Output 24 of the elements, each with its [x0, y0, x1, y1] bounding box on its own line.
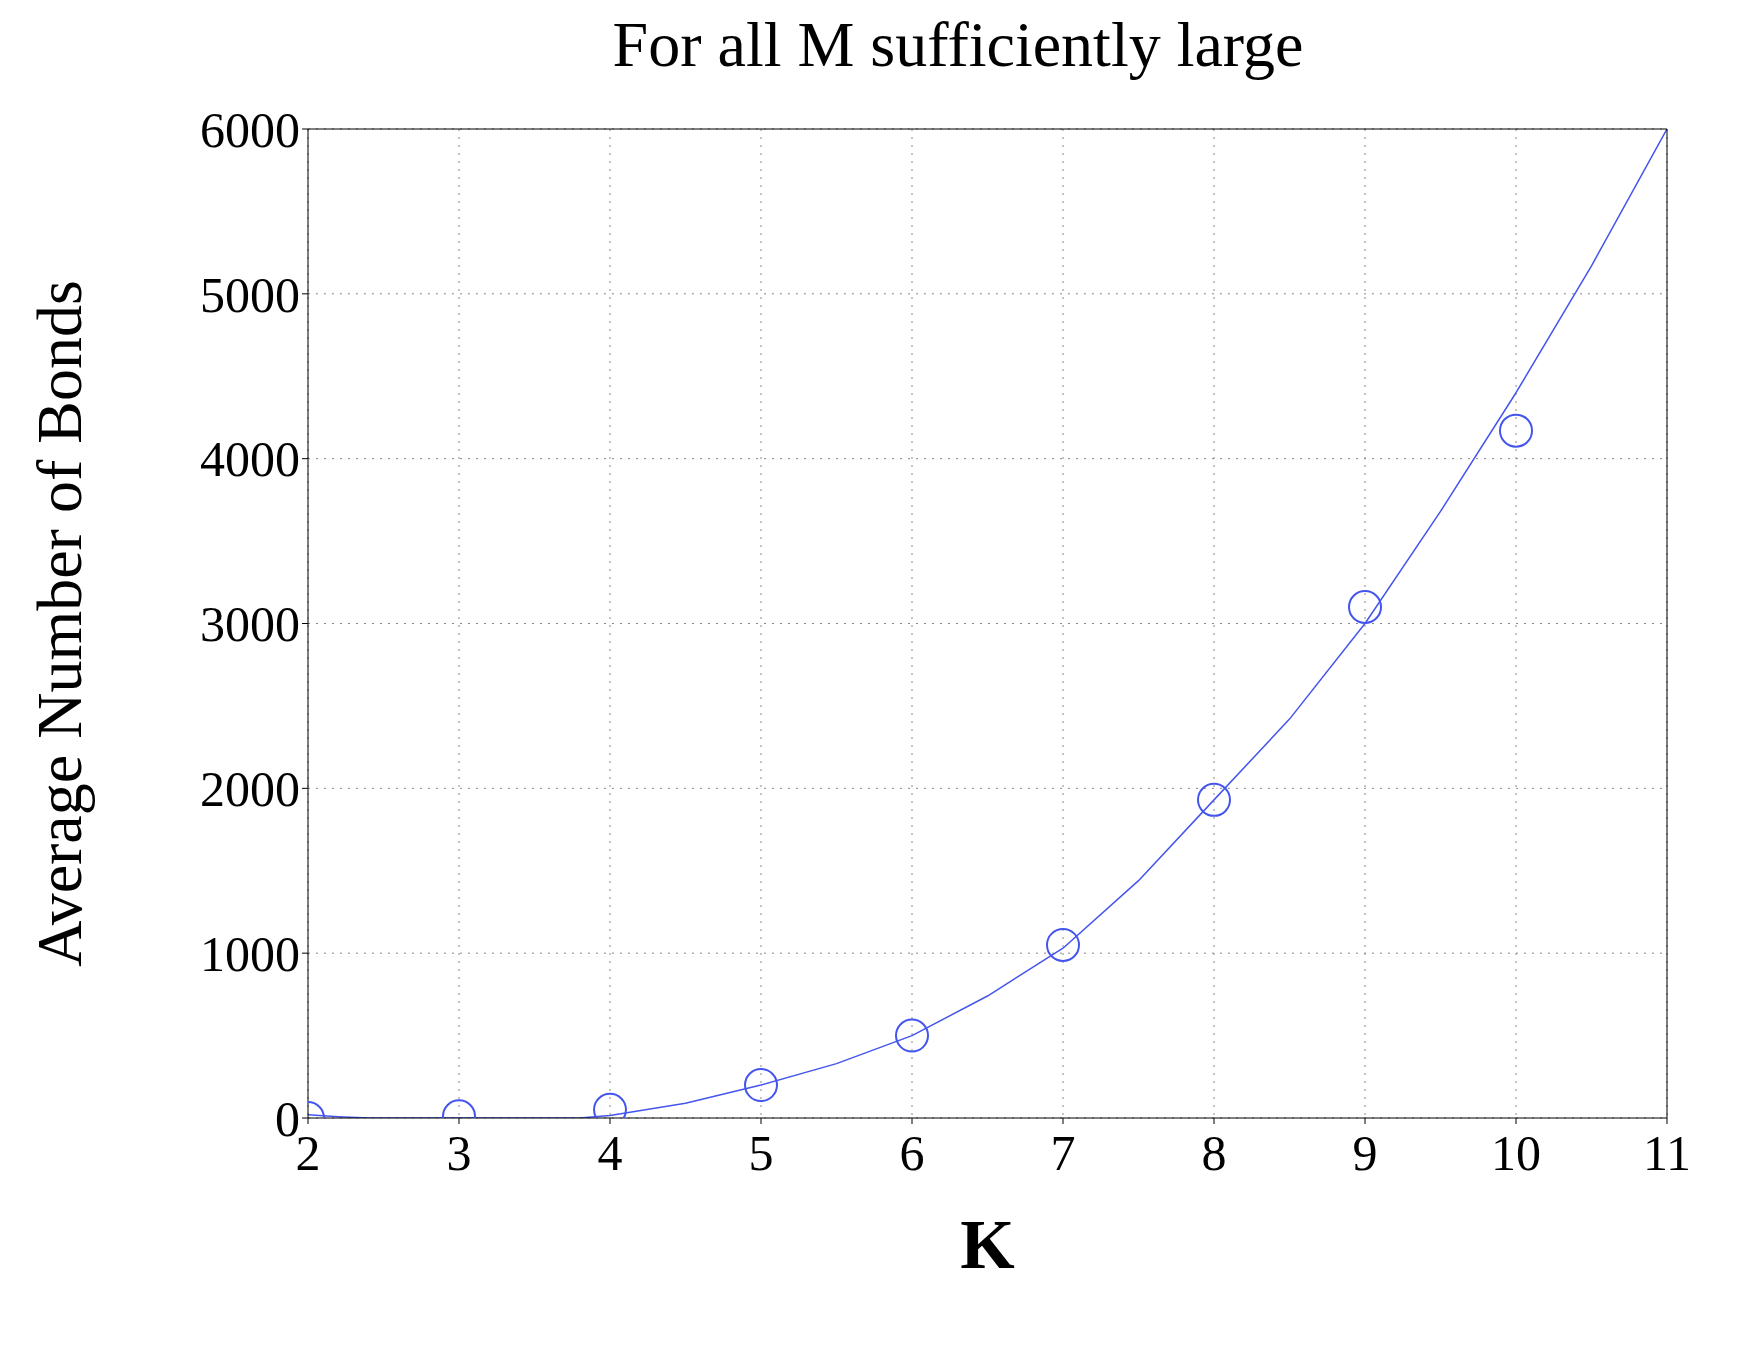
x-axis-title: K [960, 1206, 1015, 1283]
x-tick-label: 5 [748, 1124, 774, 1181]
point [1046, 927, 1080, 962]
x-tick-label: 7 [1050, 1124, 1076, 1181]
x-tick-label: 9 [1352, 1124, 1378, 1181]
chart-title: For all M sufficiently large [611, 8, 1305, 82]
x-tick-label: 11 [1642, 1124, 1692, 1181]
y-tick-label: 6000 [200, 101, 300, 158]
point [744, 1068, 778, 1103]
y-tick-label: 5000 [200, 266, 300, 323]
x-tick-label: 10 [1491, 1124, 1541, 1181]
point [1348, 590, 1382, 625]
y-tick-label: 3000 [200, 596, 300, 653]
y-tick-label: 1000 [200, 925, 300, 982]
y-tick-label: 2000 [200, 761, 300, 818]
y-tick-label: 4000 [200, 431, 300, 488]
x-tick-label: 8 [1201, 1124, 1227, 1181]
y-axis-title: Average Number of Bonds [23, 280, 95, 967]
x-tick-label: 3 [446, 1124, 472, 1181]
point [1499, 413, 1533, 448]
x-tick-label: 4 [597, 1124, 623, 1181]
point [895, 1018, 929, 1053]
x-tick-label: 6 [899, 1124, 925, 1181]
point [1197, 782, 1231, 817]
